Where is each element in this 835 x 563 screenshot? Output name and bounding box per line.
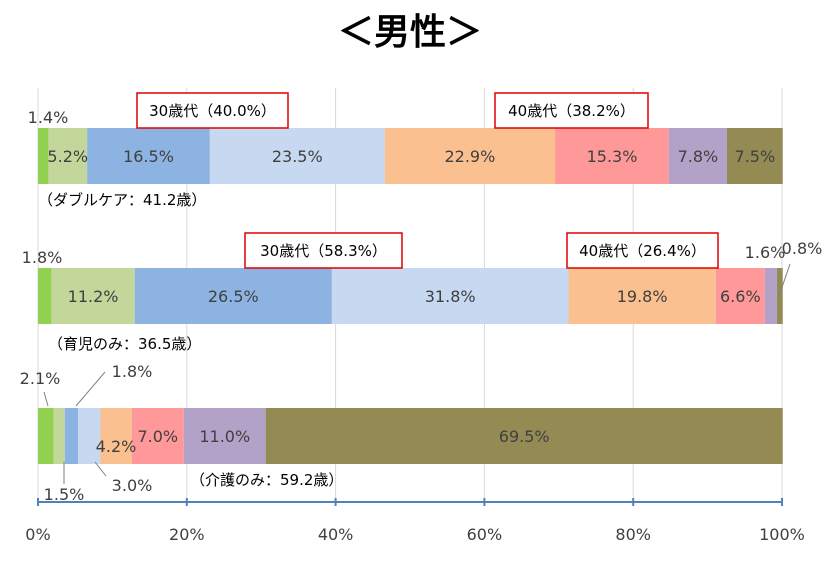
bar-segment: [555, 128, 669, 184]
x-tick-label: 60%: [467, 525, 503, 544]
bar-segment: [668, 128, 727, 184]
bar-segment: [78, 408, 101, 464]
value-labels: 1.4% 5.2% 16.5% 23.5% 22.9% 15.3% 7.8% 7.5% 1.8%…: [20, 92, 823, 504]
callout-box: [494, 92, 649, 129]
data-label: 1.8%: [112, 362, 153, 381]
data-label: 22.9%: [444, 147, 495, 166]
data-label: 3.0%: [112, 476, 153, 495]
x-tick-label: 0%: [25, 525, 50, 544]
data-label: 0.8%: [782, 239, 823, 258]
data-label: 1.5%: [44, 485, 85, 504]
leader-line: [75, 371, 106, 407]
bar-segment: [183, 408, 266, 464]
x-tick-label: 40%: [318, 525, 354, 544]
callout-label: 30歳代（58.3%）: [260, 242, 387, 260]
data-label: 7.0%: [137, 427, 178, 446]
bar-segment: [53, 408, 65, 464]
callout-label: 40歳代（38.2%）: [508, 102, 635, 120]
data-label: 1.6%: [745, 243, 786, 262]
bar-segment: [764, 268, 777, 324]
callout-box: [244, 232, 403, 269]
chart-title: ＜男性＞: [338, 12, 482, 53]
bar-segment: [265, 408, 783, 464]
leader-line: [43, 391, 49, 407]
data-label: 6.6%: [720, 287, 761, 306]
bar-segment: [131, 408, 184, 464]
bar-segment: [48, 128, 88, 184]
x-axis: 0% 20% 40% 60% 80% 100%: [25, 498, 805, 544]
bar-category-label: （介護のみ：59.2歳）: [190, 471, 343, 489]
x-tick-label: 80%: [615, 525, 651, 544]
bar-segment: [64, 408, 79, 464]
data-label: 69.5%: [499, 427, 550, 446]
callout-label: 40歳代（26.4%）: [579, 242, 706, 260]
data-label: 23.5%: [272, 147, 323, 166]
data-label: 31.8%: [425, 287, 476, 306]
bar-segment: [726, 128, 783, 184]
bar-segment: [384, 128, 556, 184]
bar-category-label: （育児のみ：36.5歳）: [48, 335, 201, 353]
leader-line: [94, 461, 107, 477]
data-label: 2.1%: [20, 369, 61, 388]
x-tick-label: 100%: [759, 525, 805, 544]
bar-segment: [51, 268, 135, 324]
bar-segments: [38, 128, 783, 464]
leader-line: [778, 263, 791, 297]
bar-segment: [100, 408, 132, 464]
callout-box: [566, 232, 719, 269]
data-label: 19.8%: [617, 287, 668, 306]
bar-segment: [38, 268, 52, 324]
data-label: 26.5%: [208, 287, 259, 306]
bar-segment: [568, 268, 716, 324]
bar-segment: [38, 408, 54, 464]
data-label: 1.4%: [28, 108, 69, 127]
bar-category-label: （ダブルケア：41.2歳）: [38, 191, 206, 209]
x-tick-label: 20%: [169, 525, 205, 544]
data-label: 15.3%: [587, 147, 638, 166]
bar-segment: [38, 128, 49, 184]
data-label: 5.2%: [47, 147, 88, 166]
callout-box: [136, 92, 289, 129]
bar-segment: [209, 128, 385, 184]
data-label: 11.2%: [68, 287, 119, 306]
data-label: 16.5%: [123, 147, 174, 166]
data-label: 7.5%: [735, 147, 776, 166]
bar-segment: [715, 268, 765, 324]
bar-segment: [87, 128, 210, 184]
callout-label: 30歳代（40.0%）: [149, 102, 276, 120]
bar-segment: [134, 268, 332, 324]
bar-segment: [776, 268, 783, 324]
data-label: 4.2%: [96, 437, 137, 456]
bar-segment: [331, 268, 569, 324]
data-label: 1.8%: [22, 248, 63, 267]
data-label: 7.8%: [678, 147, 719, 166]
data-label: 11.0%: [199, 427, 250, 446]
